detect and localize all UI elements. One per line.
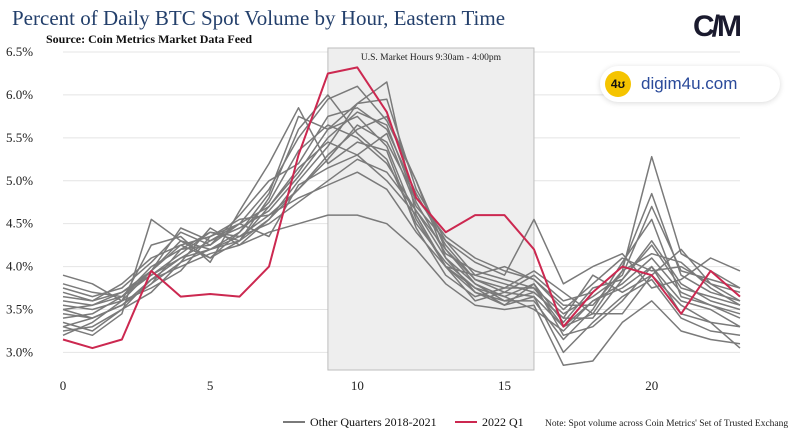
series-line-other-3 [62, 85, 741, 337]
market-hours-region: U.S. Market Hours 9:30am - 4:00pm [327, 47, 535, 371]
series-line-other-14 [62, 94, 741, 349]
chart-title: Percent of Daily BTC Spot Volume by Hour… [12, 6, 506, 30]
series-line-other-9 [62, 214, 741, 367]
digim4u-logo-icon: 4ʊ [605, 71, 631, 97]
series-line-other-10 [62, 124, 741, 354]
market-hours-shade [327, 47, 535, 371]
y-tick-label: 5.0% [6, 173, 33, 188]
x-axis-ticks: 0 5 10 15 20 [60, 378, 658, 393]
y-tick-label: 6.5% [6, 44, 33, 59]
series-line-other-16 [62, 124, 741, 328]
y-tick-label: 5.5% [6, 130, 33, 145]
x-tick-label: 15 [498, 378, 511, 393]
series-line-2022-q1 [62, 66, 741, 350]
series-line-other-11 [62, 111, 741, 319]
watermark-badge[interactable]: 4ʊ digim4u.com [600, 66, 780, 102]
legend: Other Quarters 2018-2021 2022 Q1 [283, 415, 524, 429]
x-tick-label: 5 [207, 378, 214, 393]
x-tick-label: 20 [645, 378, 658, 393]
series-line-other-12 [62, 107, 741, 328]
y-tick-label: 4.0% [6, 259, 33, 274]
series-line-other-15 [62, 141, 741, 319]
x-tick-label: 10 [351, 378, 364, 393]
y-tick-label: 3.0% [6, 344, 33, 359]
watermark-text: digim4u.com [641, 74, 738, 93]
y-axis-ticks: 3.0% 3.5% 4.0% 4.5% 5.0% 5.5% 6.0% 6.5% [6, 44, 33, 359]
market-hours-label: U.S. Market Hours 9:30am - 4:00pm [361, 53, 502, 63]
highlight-series [62, 66, 741, 350]
legend-label-other-quarters: Other Quarters 2018-2021 [310, 415, 437, 429]
chart-note: Note: Spot volume across Coin Metrics' S… [545, 418, 788, 429]
coin-metrics-logo: C/M [693, 10, 742, 43]
y-tick-label: 3.5% [6, 302, 33, 317]
legend-label-2022-q1: 2022 Q1 [482, 415, 524, 429]
y-tick-label: 6.0% [6, 87, 33, 102]
chart-subtitle: Source: Coin Metrics Market Data Feed [46, 32, 253, 46]
y-tick-label: 4.5% [6, 216, 33, 231]
x-tick-label: 0 [60, 378, 67, 393]
